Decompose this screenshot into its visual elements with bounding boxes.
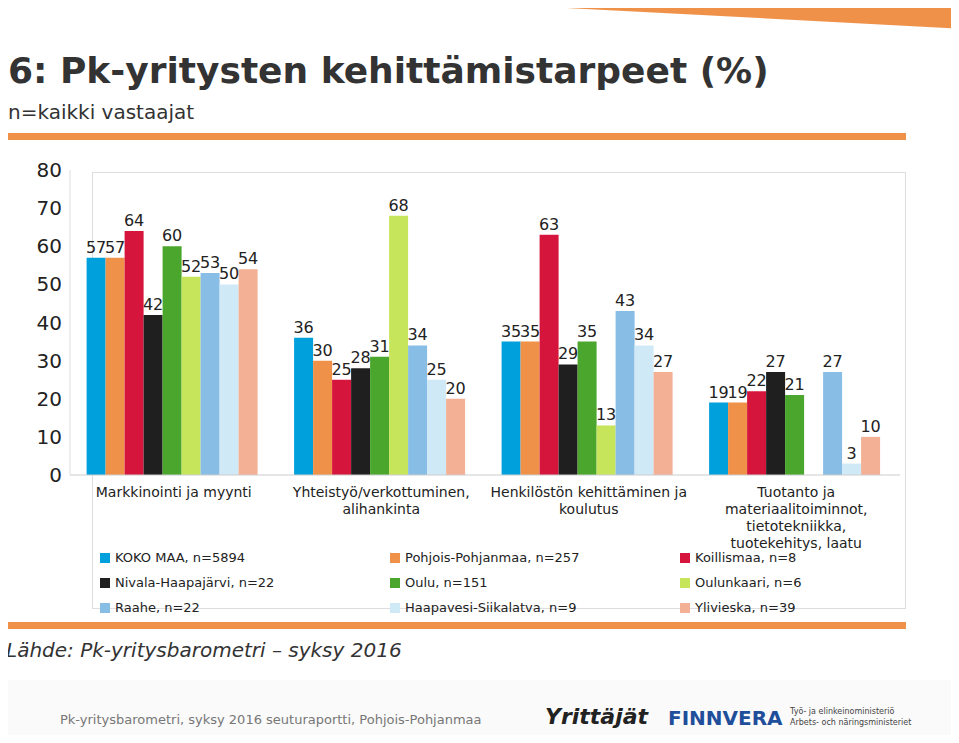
svg-text:3: 3 (847, 444, 857, 463)
svg-text:52: 52 (181, 257, 201, 276)
svg-text:35: 35 (501, 322, 521, 341)
svg-text:13: 13 (596, 405, 616, 424)
svg-text:40: 40 (37, 311, 62, 335)
svg-text:10: 10 (860, 417, 880, 436)
svg-text:34: 34 (634, 325, 654, 344)
svg-text:36: 36 (293, 318, 313, 337)
svg-text:19: 19 (708, 383, 728, 402)
svg-text:25: 25 (331, 360, 351, 379)
html-text:Oulu, n=151: Oulu, n=151 (405, 575, 488, 590)
html-text:FINNVERA: FINNVERA (668, 706, 783, 730)
svg-text:70: 70 (37, 196, 62, 220)
svg-text:53: 53 (200, 253, 220, 272)
svg-text:25: 25 (426, 360, 446, 379)
svg-text:35: 35 (577, 322, 597, 341)
svg-text:20: 20 (37, 387, 62, 411)
html-text:Ylivieska, n=39: Ylivieska, n=39 (695, 600, 796, 615)
svg-text:Yhteistyö/verkottuminen,alihan: Yhteistyö/verkottuminen,alihankinta (292, 484, 470, 517)
svg-text:30: 30 (312, 341, 332, 360)
svg-text:50: 50 (219, 264, 239, 283)
html-text:Haapavesi-Siikalatva, n=9: Haapavesi-Siikalatva, n=9 (405, 600, 577, 615)
html-text:Raahe, n=22: Raahe, n=22 (115, 600, 200, 615)
svg-text:60: 60 (37, 234, 62, 258)
html-text:Työ- ja elinkeinoministeriö: Työ- ja elinkeinoministeriö (790, 707, 895, 716)
svg-text:Henkilöstön kehittäminen jakou: Henkilöstön kehittäminen jakoulutus (491, 484, 688, 517)
svg-text:30: 30 (37, 349, 62, 373)
html-text:KOKO MAA, n=5894: KOKO MAA, n=5894 (115, 550, 246, 565)
svg-text:34: 34 (407, 325, 427, 344)
html-text:Yrittäjät: Yrittäjät (545, 704, 649, 729)
svg-text:20: 20 (445, 379, 465, 398)
html-text:Pk-yritysbarometri, syksy 2016: Pk-yritysbarometri, syksy 2016 seuturapo… (60, 712, 482, 727)
svg-text:27: 27 (822, 352, 842, 371)
svg-text:21: 21 (784, 375, 804, 394)
html-text:n=kaikki vastaajat: n=kaikki vastaajat (8, 100, 195, 124)
svg-text:57: 57 (105, 238, 125, 257)
svg-text:27: 27 (765, 352, 785, 371)
svg-text:Tuotanto jamateriaalitoiminnot: Tuotanto jamateriaalitoiminnot,tietotekn… (725, 484, 868, 551)
svg-text:Markkinointi ja myynti: Markkinointi ja myynti (96, 484, 252, 500)
svg-text:27: 27 (653, 352, 673, 371)
svg-text:60: 60 (162, 226, 182, 245)
svg-text:19: 19 (727, 383, 747, 402)
svg-text:0: 0 (49, 463, 62, 487)
svg-text:29: 29 (558, 344, 578, 363)
html-text:Koillismaa, n=8: Koillismaa, n=8 (695, 550, 797, 565)
svg-text:35: 35 (520, 322, 540, 341)
html-text:6: Pk-yritysten kehittämistarp: 6: Pk-yritysten kehittämistarpeet (%) (8, 50, 769, 91)
svg-text:63: 63 (539, 215, 559, 234)
html-text:Pohjois-Pohjanmaa, n=257: Pohjois-Pohjanmaa, n=257 (405, 550, 580, 565)
svg-text:80: 80 (37, 158, 62, 182)
html-text:Oulunkaari, n=6: Oulunkaari, n=6 (695, 575, 802, 590)
svg-text:42: 42 (143, 295, 163, 314)
html-text:Nivala-Haapajärvi, n=22: Nivala-Haapajärvi, n=22 (115, 575, 275, 590)
svg-text:31: 31 (369, 337, 389, 356)
svg-text:50: 50 (37, 272, 62, 296)
html-text:Lähde: Pk-yritysbarometri – sy: Lähde: Pk-yritysbarometri – syksy 2016 (6, 638, 402, 662)
svg-text:28: 28 (350, 348, 370, 367)
svg-text:68: 68 (388, 196, 408, 215)
html-text:Arbets- och näringsministeriet: Arbets- och näringsministeriet (790, 718, 912, 727)
svg-text:10: 10 (37, 425, 62, 449)
svg-text:22: 22 (746, 371, 766, 390)
svg-text:43: 43 (615, 291, 635, 310)
svg-text:54: 54 (238, 249, 258, 268)
svg-text:57: 57 (86, 238, 106, 257)
svg-text:64: 64 (124, 211, 144, 230)
